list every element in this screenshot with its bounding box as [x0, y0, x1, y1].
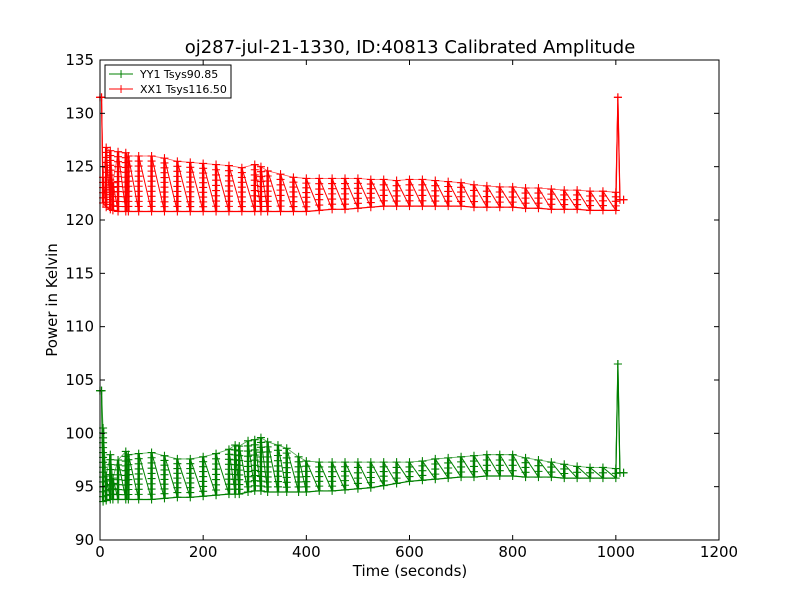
legend: + YY1 Tsys90.85 + XX1 Tsys116.50	[104, 64, 232, 99]
y-axis: 90 95 100 105 110 115 120 125 130 135	[65, 51, 719, 549]
series-1-high-line	[100, 96, 624, 201]
y-tick-label: 125	[65, 158, 94, 176]
legend-label-yy1: YY1 Tsys90.85	[139, 68, 218, 81]
y-tick-label: 110	[65, 318, 94, 336]
x-tick-label: 1200	[700, 543, 738, 561]
x-tick-label: 400	[292, 543, 321, 561]
series-1	[96, 93, 628, 216]
x-axis-label: Time (seconds)	[352, 562, 468, 580]
legend-marker-yy1: +	[116, 67, 126, 81]
legend-marker-xx1: +	[116, 82, 126, 96]
x-tick-label: 0	[95, 543, 105, 561]
series-0-high-line	[100, 363, 624, 479]
chart-title: oj287-jul-21-1330, ID:40813 Calibrated A…	[185, 37, 636, 58]
y-tick-label: 135	[65, 51, 94, 69]
y-tick-label: 90	[75, 531, 94, 549]
y-axis-label: Power in Kelvin	[43, 243, 61, 357]
y-tick-label: 130	[65, 104, 94, 122]
y-tick-label: 120	[65, 211, 94, 229]
legend-box	[104, 64, 232, 99]
y-tick-label: 105	[65, 371, 94, 389]
series-0	[96, 360, 628, 506]
x-tick-label: 1000	[597, 543, 635, 561]
plot-area	[96, 93, 628, 506]
y-tick-label: 115	[65, 264, 94, 282]
y-tick-label: 100	[65, 424, 94, 442]
x-tick-label: 200	[189, 543, 218, 561]
x-tick-label: 800	[498, 543, 527, 561]
legend-label-xx1: XX1 Tsys116.50	[140, 83, 227, 96]
y-tick-label: 95	[75, 478, 94, 496]
x-tick-label: 600	[395, 543, 424, 561]
x-axis: 0 200 400 600 800 1000 1200	[95, 60, 738, 561]
